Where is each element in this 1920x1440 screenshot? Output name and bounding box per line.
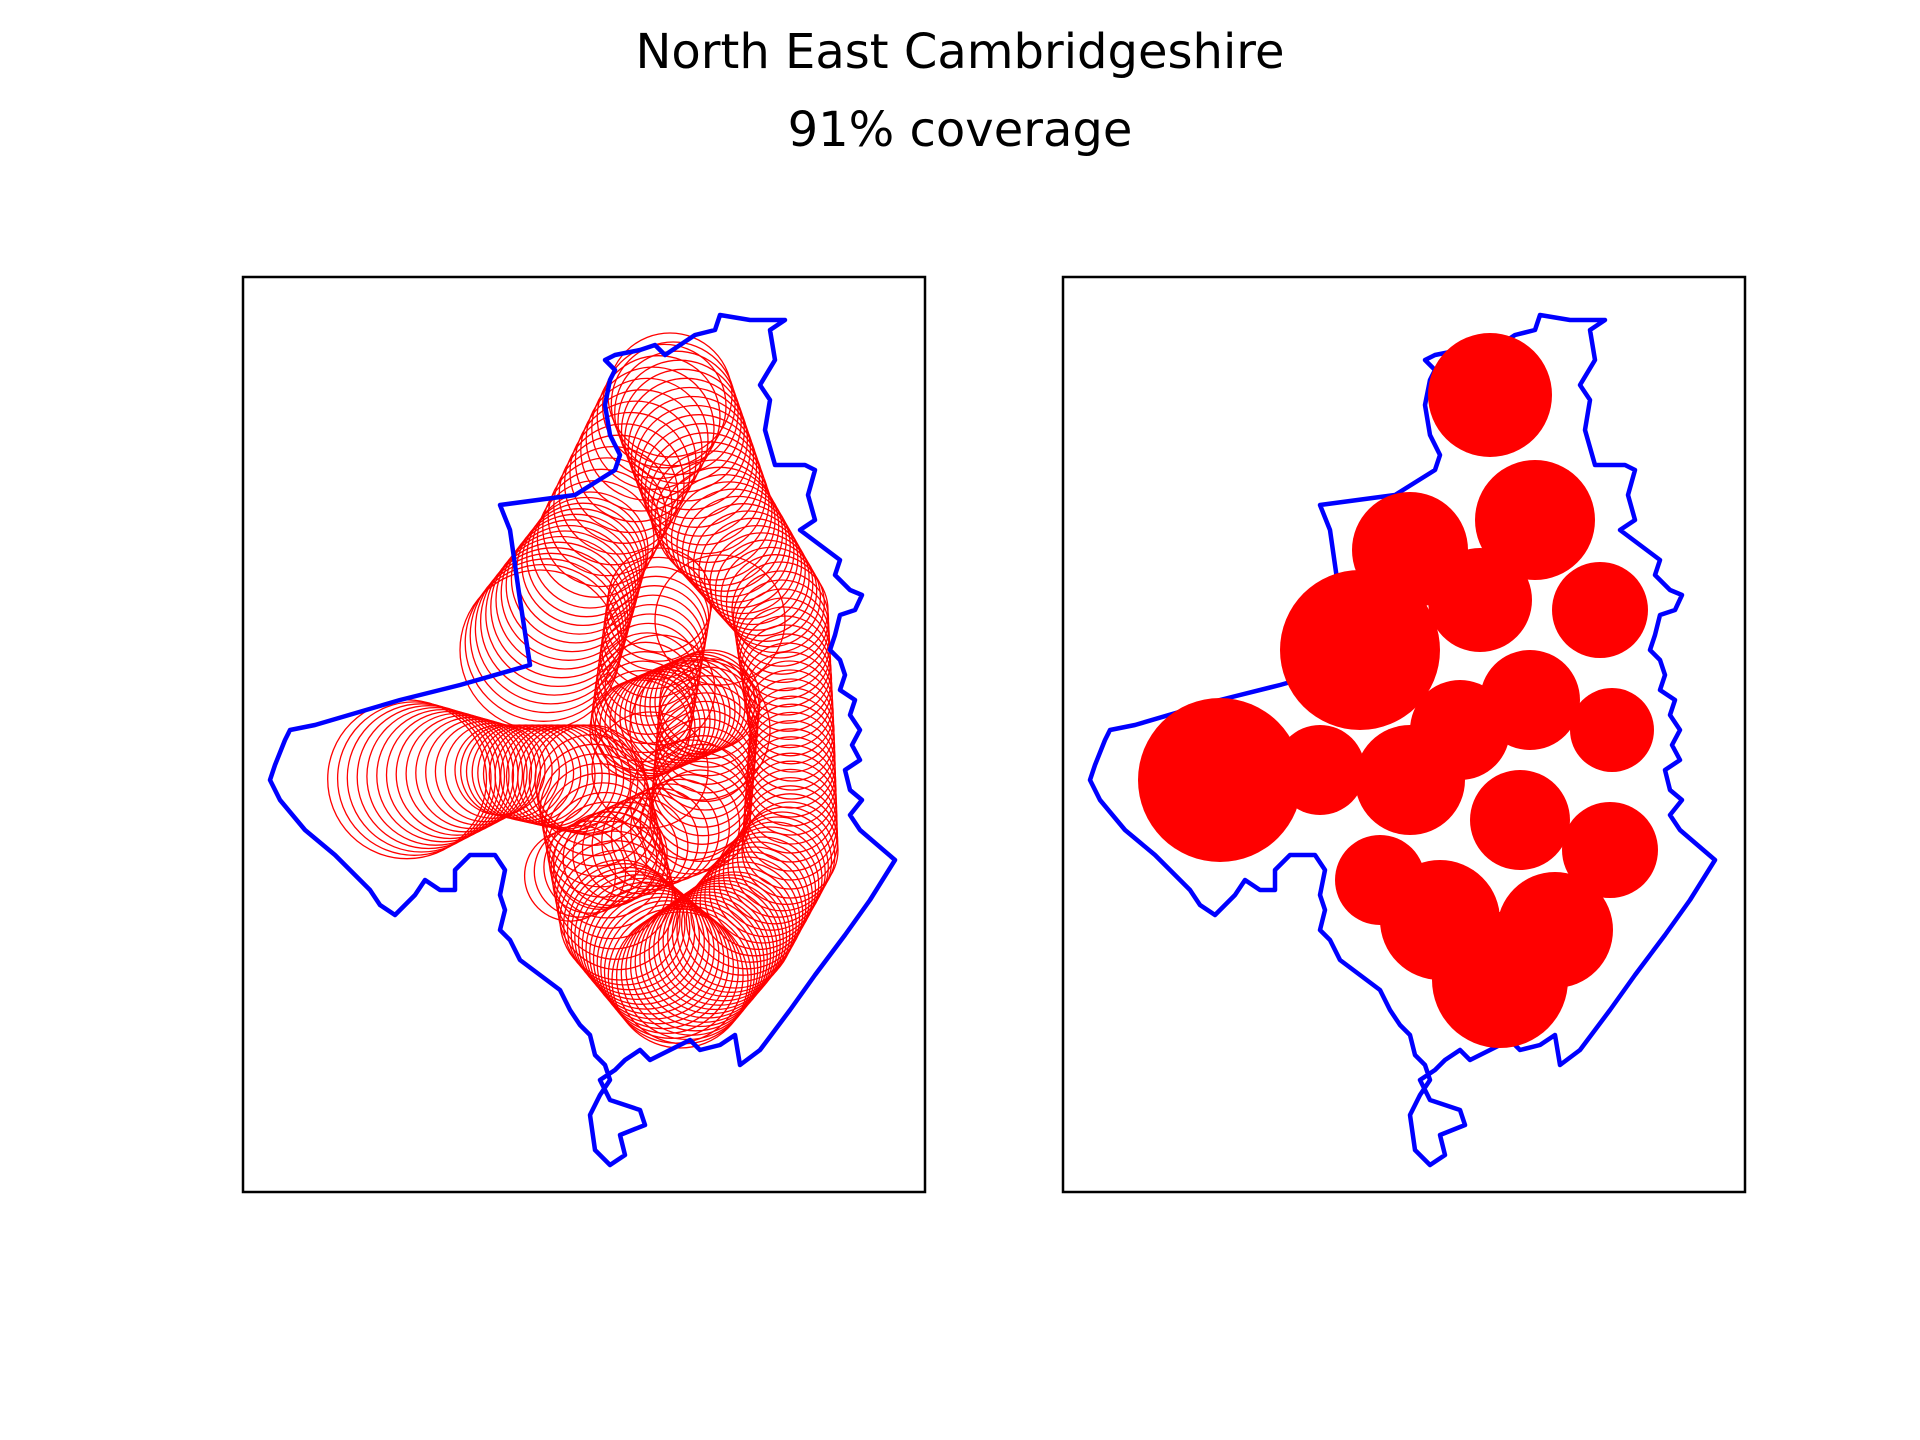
coverage-circle <box>505 519 639 653</box>
coverage-circle <box>585 377 709 501</box>
coverage-circle <box>547 457 667 577</box>
coverage-circle <box>523 829 617 922</box>
coverage-circle <box>643 891 772 1019</box>
coverage-circle <box>543 820 637 914</box>
coverage-disc <box>1562 802 1658 898</box>
coverage-circle <box>698 517 806 626</box>
coverage-circle <box>601 792 699 891</box>
coverage-disc <box>1552 562 1648 658</box>
coverage-circle <box>596 896 730 1030</box>
district-boundary-left <box>267 312 898 1168</box>
coverage-circle <box>639 774 741 875</box>
coverage-circle <box>592 892 725 1025</box>
coverage-circle <box>500 524 637 661</box>
coverage-circle <box>680 866 797 983</box>
coverage-circle <box>490 535 633 679</box>
coverage-circle <box>376 708 510 843</box>
coverage-circle <box>495 530 635 670</box>
coverage-circle <box>346 703 497 853</box>
coverage-circle <box>653 885 778 1011</box>
coverage-circle <box>521 502 645 627</box>
coverage-circle <box>629 739 751 861</box>
coverage-circle <box>569 411 691 534</box>
coverage-circle <box>692 510 803 620</box>
coverage-circle <box>553 445 673 566</box>
coverage-circle <box>542 468 661 588</box>
coverage-circle <box>531 491 649 609</box>
coverage-disc <box>1475 460 1595 580</box>
coverage-circle <box>657 882 781 1006</box>
coverage-circle <box>649 769 751 871</box>
coverage-circle <box>434 720 537 823</box>
coverage-circle <box>485 541 631 688</box>
coverage-disc <box>1470 770 1570 870</box>
coverage-circle <box>577 877 705 1005</box>
coverage-circle <box>563 423 685 544</box>
coverage-disc <box>1335 835 1425 925</box>
coverage-circle <box>699 846 810 957</box>
panel-filled-coverage <box>1061 275 1747 1194</box>
coverage-circle <box>703 524 810 631</box>
coverage-circle <box>591 797 689 895</box>
coverage-circle <box>713 831 820 938</box>
coverage-circle <box>607 907 744 1044</box>
coverage-circle <box>356 705 501 850</box>
coverage-circle <box>366 706 506 846</box>
coverage-circle <box>714 539 818 642</box>
coverage-circle <box>649 653 751 755</box>
coverage-circle <box>725 554 825 654</box>
coverage-circle <box>736 806 836 906</box>
coverage-circle <box>336 701 492 856</box>
coverage-circle <box>639 657 741 760</box>
coverage-circle <box>580 389 703 512</box>
coverage-circle <box>662 879 784 1002</box>
panel-outline-circles <box>241 275 927 1194</box>
figure-title: North East Cambridgeshire <box>635 24 1285 80</box>
coverage-circle <box>610 787 710 887</box>
coverage-circle <box>708 836 817 944</box>
coverage-circle <box>634 897 765 1028</box>
coverage-disc <box>1480 650 1580 750</box>
coverage-circle <box>601 343 727 469</box>
coverage-circle <box>591 366 715 490</box>
coverage-circle <box>596 355 721 480</box>
coverage-circle <box>526 496 647 618</box>
coverage-circle <box>732 811 833 912</box>
coverage-circle <box>648 888 775 1015</box>
coverage-disc <box>1138 698 1302 862</box>
coverage-circle <box>570 870 696 996</box>
coverage-circle <box>574 400 697 523</box>
coverage-circle <box>385 710 515 840</box>
coverage-circle <box>574 874 701 1001</box>
coverage-subtitle: 91% coverage <box>787 102 1133 158</box>
coverage-circles-filled <box>1138 333 1658 1048</box>
coverage-circles-outline <box>327 332 839 1049</box>
coverage-disc <box>1280 570 1440 730</box>
coverage-circle <box>533 825 627 918</box>
coverage-circle <box>603 903 739 1039</box>
coverage-circle <box>644 432 767 555</box>
coverage-circle <box>687 503 799 615</box>
coverage-circle <box>558 434 679 555</box>
coverage-disc <box>1428 333 1552 457</box>
coverage-circle <box>654 554 786 686</box>
coverage-circle <box>676 871 794 989</box>
coverage-circle <box>604 634 716 746</box>
coverage-circle <box>581 881 710 1010</box>
coverage-circle <box>591 711 709 829</box>
coverage-circle <box>563 863 686 986</box>
coverage-circle <box>629 899 762 1032</box>
coverage-disc <box>1428 548 1532 652</box>
coverage-disc <box>1570 688 1654 772</box>
coverage-circle <box>654 459 776 581</box>
